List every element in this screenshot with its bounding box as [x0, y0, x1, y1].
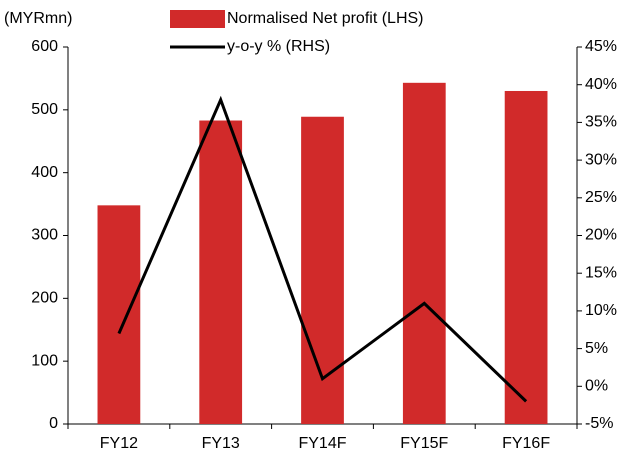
y2-tick-label: 10% — [585, 302, 617, 319]
y-tick-label: 400 — [31, 164, 58, 181]
y-tick-label: 300 — [31, 227, 58, 244]
bar — [301, 116, 344, 425]
y2-tick-label: 25% — [585, 189, 617, 206]
bar — [402, 82, 446, 424]
y-tick-label: 0 — [49, 415, 58, 432]
y2-tick-label: 45% — [585, 38, 617, 55]
y-tick-label: 500 — [31, 101, 58, 118]
y-axis-label: (MYRmn) — [4, 10, 72, 27]
y2-tick-label: 40% — [585, 76, 617, 93]
y2-tick-label: 30% — [585, 151, 617, 168]
x-tick-label: FY16F — [502, 435, 550, 452]
x-tick-label: FY13 — [202, 435, 240, 452]
legend-label: y-o-y % (RHS) — [227, 38, 330, 55]
y2-tick-label: 15% — [585, 264, 617, 281]
legend-label: Normalised Net profit (LHS) — [227, 10, 424, 27]
y2-tick-label: 20% — [585, 227, 617, 244]
y-tick-label: 100 — [31, 352, 58, 369]
x-tick-label: FY14F — [298, 435, 346, 452]
y2-tick-label: 0% — [585, 378, 608, 395]
y2-tick-label: -5% — [585, 415, 613, 432]
bar — [199, 120, 243, 424]
x-tick-label: FY12 — [100, 435, 138, 452]
y-tick-label: 200 — [31, 290, 58, 307]
y2-tick-label: 5% — [585, 340, 608, 357]
bar — [97, 205, 141, 424]
y-tick-label: 600 — [31, 38, 58, 55]
x-tick-label: FY15F — [400, 435, 448, 452]
legend-swatch — [170, 10, 225, 28]
y2-tick-label: 35% — [585, 114, 617, 131]
bar — [504, 90, 548, 424]
line — [117, 95, 528, 403]
